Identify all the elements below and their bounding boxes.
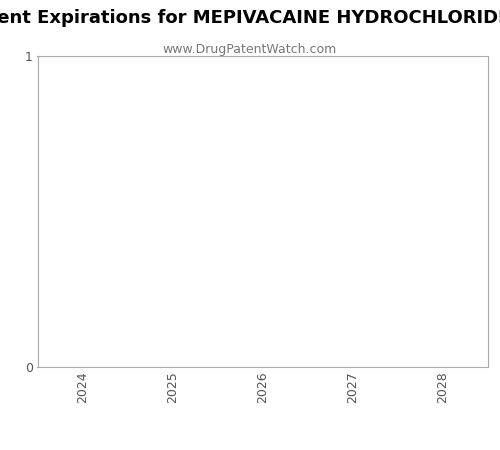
Text: Patent Expirations for MEPIVACAINE HYDROCHLORIDE W: Patent Expirations for MEPIVACAINE HYDRO…: [0, 9, 500, 27]
Text: www.DrugPatentWatch.com: www.DrugPatentWatch.com: [163, 43, 337, 56]
